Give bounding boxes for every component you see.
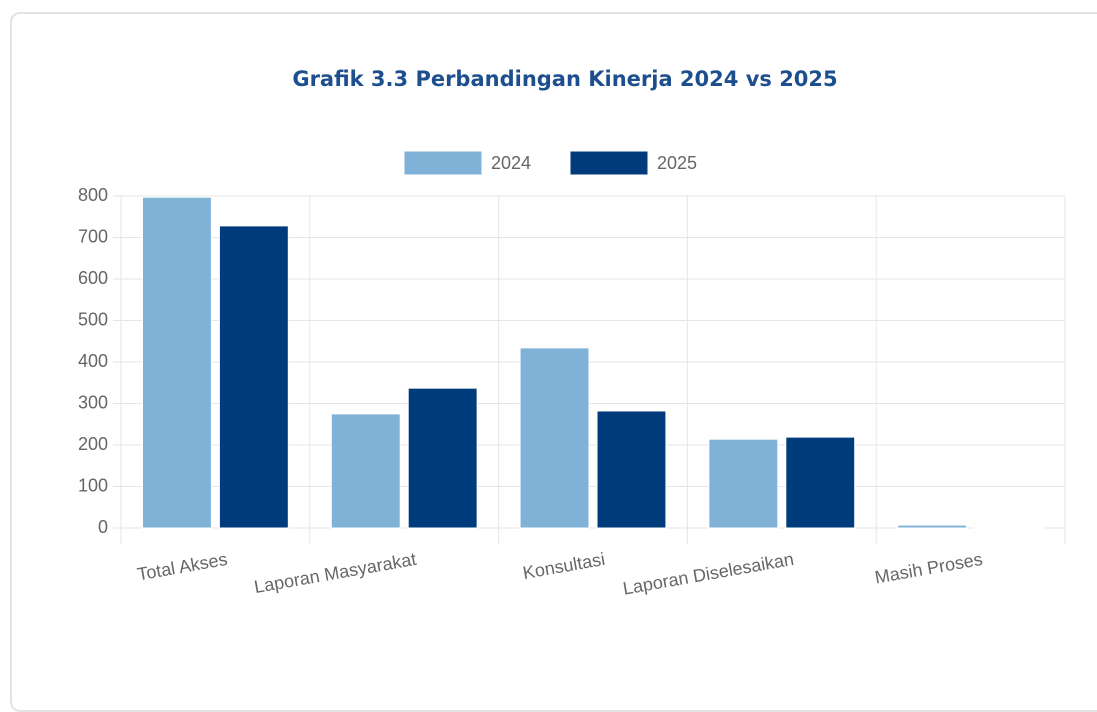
bar [330,413,401,529]
y-tick-label: 600 [78,268,108,288]
x-tick-label: Konsultasi [521,549,606,583]
chart: Grafik 3.3 Perbandingan Kinerja 2024 vs … [78,67,1066,599]
bar [974,526,1045,529]
x-tick-label: Laporan Diselesaikan [621,549,795,599]
legend-label: 2024 [491,153,531,173]
x-tick-label: Laporan Masyarakat [253,549,418,597]
y-tick-label: 100 [78,475,108,495]
bar [785,436,856,529]
y-tick-label: 400 [78,351,108,371]
y-tick-label: 300 [78,392,108,412]
bar [708,438,779,529]
x-tick-label: Masih Proses [873,549,984,588]
y-tick-label: 500 [78,309,108,329]
bar [897,524,968,529]
bar [141,196,212,529]
legend-swatch [569,150,649,176]
legend-label: 2025 [657,153,697,173]
bar [519,347,590,529]
bar [407,387,478,529]
page: {"chart_data": {"type": "bar", "title": … [10,12,1097,712]
chart-title: Grafik 3.3 Perbandingan Kinerja 2024 vs … [292,67,837,91]
y-tick-label: 200 [78,434,108,454]
legend-swatch [403,150,483,176]
y-tick-label: 0 [98,517,108,537]
x-tick-label: Total Akses [136,549,229,585]
y-tick-label: 700 [78,226,108,246]
y-tick-label: 800 [78,185,108,205]
bar [596,410,667,529]
bar [218,225,289,529]
